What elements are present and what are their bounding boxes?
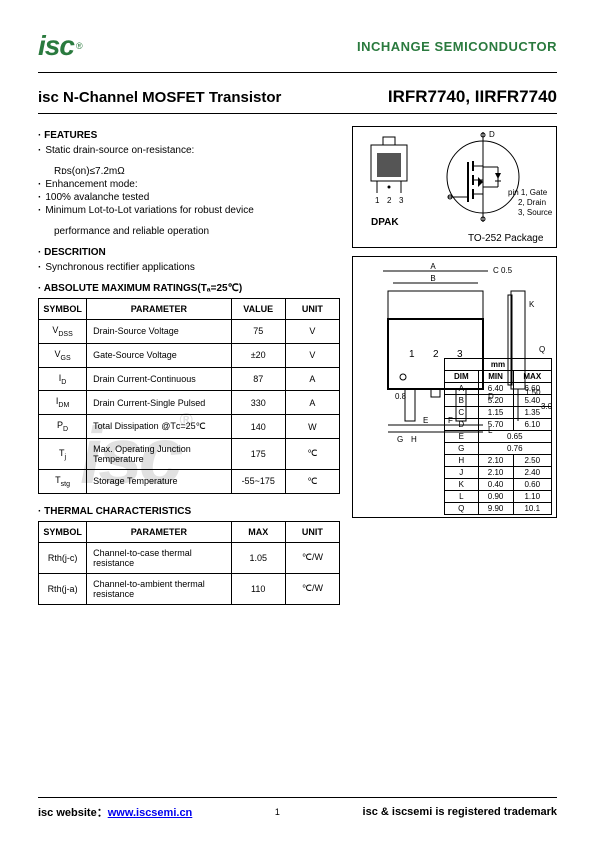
footer-site: isc website：www.iscsemi.cn bbox=[38, 804, 192, 820]
svg-text:0.8: 0.8 bbox=[395, 392, 407, 401]
package-diagram: 1 2 3 DPAK bbox=[352, 126, 557, 248]
abs-max-table: SYMBOL PARAMETER VALUE UNIT VDSSDrain-So… bbox=[38, 298, 340, 494]
svg-text:H: H bbox=[411, 435, 417, 444]
footer-trademark: isc & iscsemi is registered trademark bbox=[363, 806, 557, 818]
feature-item: Enhancement mode: bbox=[38, 179, 340, 190]
svg-text:TO-252 Package: TO-252 Package bbox=[468, 233, 544, 244]
description-item: Synchronous rectifier applications bbox=[38, 262, 340, 273]
logo: isc® bbox=[38, 30, 83, 62]
thermal-table: SYMBOL PARAMETER MAX UNIT Rth(j-c)Channe… bbox=[38, 521, 340, 605]
col-unit: UNIT bbox=[285, 299, 339, 320]
product-title: isc N-Channel MOSFET Transistor bbox=[38, 89, 281, 106]
feature-item: 100% avalanche tested bbox=[38, 192, 340, 203]
feature-rds: Rᴅs(on)≤7.2mΩ bbox=[38, 166, 340, 177]
svg-text:A: A bbox=[430, 262, 436, 271]
features-list: Static drain-source on-resistance: bbox=[38, 145, 340, 156]
table-row: TstgStorage Temperature-55~175℃ bbox=[39, 469, 340, 493]
header: isc® INCHANGE SEMICONDUCTOR bbox=[38, 30, 557, 73]
svg-text:E: E bbox=[423, 416, 428, 425]
logo-text: isc bbox=[38, 30, 74, 62]
svg-text:DPAK: DPAK bbox=[371, 217, 399, 228]
svg-text:Q: Q bbox=[539, 345, 545, 354]
features-heading: · FEATURES bbox=[38, 130, 340, 141]
table-row: TjMax. Operating Junction Temperature175… bbox=[39, 438, 340, 469]
svg-text:1: 1 bbox=[375, 196, 380, 205]
feature-perf: performance and reliable operation bbox=[38, 226, 340, 237]
col-unit: UNIT bbox=[285, 521, 339, 542]
dim-unit: mm bbox=[445, 359, 552, 371]
svg-text:C 0.5: C 0.5 bbox=[493, 266, 513, 275]
thermal-heading: · THERMAL CHARACTERISTICS bbox=[38, 506, 340, 517]
table-row: Rth(j-c)Channel-to-case thermal resistan… bbox=[39, 542, 340, 573]
footer: isc website：www.iscsemi.cn 1 isc & iscse… bbox=[38, 797, 557, 820]
col-max: MAX bbox=[231, 521, 285, 542]
website-link[interactable]: www.iscsemi.cn bbox=[108, 807, 193, 819]
col-parameter: PARAMETER bbox=[87, 299, 231, 320]
company-name: INCHANGE SEMICONDUCTOR bbox=[357, 39, 557, 54]
feature-item: Static drain-source on-resistance: bbox=[38, 145, 340, 156]
table-row: Rth(j-a)Channel-to-ambient thermal resis… bbox=[39, 573, 340, 604]
features-list-2: Enhancement mode: 100% avalanche tested … bbox=[38, 179, 340, 216]
table-row: VDSSDrain-Source Voltage75V bbox=[39, 320, 340, 344]
feature-item: Minimum Lot-to-Lot variations for robust… bbox=[38, 205, 340, 216]
description-heading: · DESCRITION bbox=[38, 247, 340, 258]
col-symbol: SYMBOL bbox=[39, 521, 87, 542]
svg-text:K: K bbox=[529, 300, 535, 309]
dim-table: mm DIMMINMAX A6.406.60 B5.205.40 C1.151.… bbox=[444, 358, 552, 515]
svg-text:3: 3 bbox=[399, 196, 404, 205]
abs-max-heading: · ABSOLUTE MAXIMUM RATINGS(Tₐ=25℃) bbox=[38, 283, 340, 294]
description-list: Synchronous rectifier applications bbox=[38, 262, 340, 273]
svg-text:3, Source: 3, Source bbox=[518, 208, 553, 217]
svg-text:B: B bbox=[430, 274, 435, 283]
svg-text:pin 1, Gate: pin 1, Gate bbox=[508, 188, 548, 197]
page-number: 1 bbox=[275, 807, 280, 817]
svg-text:D: D bbox=[489, 130, 495, 139]
table-row: IDMDrain Current-Single Pulsed330A bbox=[39, 391, 340, 415]
part-numbers: IRFR7740, IIRFR7740 bbox=[388, 87, 557, 107]
table-row: VGSGate-Source Voltage±20V bbox=[39, 343, 340, 367]
title-row: isc N-Channel MOSFET Transistor IRFR7740… bbox=[38, 81, 557, 114]
svg-text:1: 1 bbox=[409, 349, 415, 360]
svg-text:2, Drain: 2, Drain bbox=[518, 198, 546, 207]
svg-text:G: G bbox=[397, 435, 403, 444]
col-symbol: SYMBOL bbox=[39, 299, 87, 320]
dimension-drawing: A B C 0.5 1 2 3 G bbox=[352, 256, 557, 518]
svg-text:2: 2 bbox=[433, 349, 439, 360]
table-row: IDDrain Current-Continuous87A bbox=[39, 367, 340, 391]
logo-registered: ® bbox=[76, 41, 83, 51]
col-parameter: PARAMETER bbox=[87, 521, 231, 542]
table-row: PDTotal Dissipation @Tᴄ=25℃140W bbox=[39, 415, 340, 439]
col-value: VALUE bbox=[231, 299, 285, 320]
svg-text:2: 2 bbox=[387, 196, 392, 205]
